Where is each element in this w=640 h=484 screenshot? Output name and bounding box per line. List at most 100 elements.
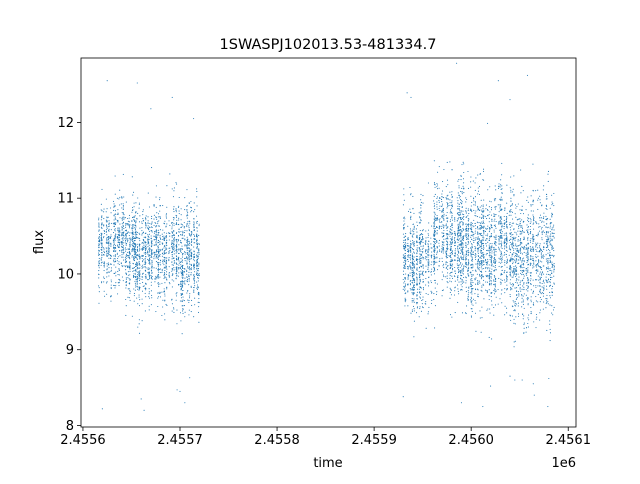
data-point <box>137 253 139 256</box>
data-point <box>178 267 180 269</box>
data-point <box>157 274 160 276</box>
data-point <box>470 271 472 273</box>
data-point <box>445 186 447 188</box>
data-point <box>139 258 141 260</box>
data-point <box>103 262 106 264</box>
data-point <box>196 188 198 190</box>
data-point <box>171 231 173 233</box>
data-point <box>105 242 107 244</box>
data-point <box>416 282 418 284</box>
data-point <box>196 259 198 261</box>
data-point <box>125 201 127 203</box>
data-point <box>491 227 493 229</box>
data-point <box>175 209 177 211</box>
data-point <box>495 236 497 238</box>
data-point <box>98 273 100 275</box>
data-point <box>122 239 124 241</box>
data-point <box>465 237 467 239</box>
data-point <box>450 219 452 221</box>
data-point <box>416 277 418 279</box>
data-point <box>504 281 506 283</box>
data-point <box>173 250 175 252</box>
chart-title: 1SWASPJ102013.53-481334.7 <box>220 37 437 53</box>
data-point <box>482 252 484 254</box>
data-point <box>465 225 467 227</box>
data-point <box>431 291 433 293</box>
data-point <box>413 289 415 292</box>
data-point <box>460 218 462 220</box>
data-point <box>127 238 129 240</box>
data-point <box>433 182 436 184</box>
data-point <box>118 274 120 276</box>
data-point <box>420 201 422 203</box>
data-point <box>500 228 502 230</box>
data-point <box>477 280 479 282</box>
data-point <box>135 266 137 268</box>
data-point <box>475 237 477 239</box>
data-point <box>159 250 161 252</box>
data-point <box>412 230 414 232</box>
data-point <box>485 267 487 269</box>
data-point <box>450 211 453 213</box>
data-point <box>442 252 444 254</box>
data-point <box>173 222 175 224</box>
data-point <box>433 298 435 301</box>
data-point <box>135 279 137 281</box>
data-point <box>136 282 138 284</box>
data-point <box>198 275 200 277</box>
data-point <box>435 253 438 255</box>
data-point <box>189 223 191 225</box>
data-point <box>139 286 141 289</box>
data-point <box>508 214 510 216</box>
data-point <box>416 231 418 233</box>
data-point <box>108 254 110 256</box>
data-point <box>412 223 414 225</box>
data-point <box>418 212 420 214</box>
data-point <box>430 270 432 273</box>
data-point <box>402 245 405 247</box>
data-point <box>103 252 106 254</box>
data-point <box>407 278 409 280</box>
data-point <box>166 278 168 280</box>
data-point <box>483 253 485 255</box>
data-point <box>133 206 135 208</box>
data-point <box>143 252 145 254</box>
data-point <box>430 237 432 239</box>
data-point <box>180 208 182 210</box>
data-point <box>141 267 143 269</box>
data-point <box>115 250 117 252</box>
data-point <box>175 211 177 213</box>
data-point <box>461 164 463 166</box>
data-point <box>509 247 511 249</box>
data-point <box>482 217 485 220</box>
data-point <box>467 274 469 276</box>
data-point <box>184 257 186 260</box>
data-point <box>463 281 465 283</box>
data-point <box>100 259 102 261</box>
data-point <box>465 210 467 212</box>
data-point <box>178 244 180 246</box>
data-point <box>160 238 162 240</box>
data-point <box>156 249 158 251</box>
data-point <box>489 258 491 260</box>
data-point <box>169 235 171 237</box>
data-point <box>418 266 421 268</box>
data-point <box>128 297 130 299</box>
data-point <box>151 272 153 274</box>
data-point <box>114 230 116 232</box>
data-point <box>129 258 131 260</box>
data-point <box>482 248 485 251</box>
data-point <box>108 264 110 266</box>
data-point <box>118 237 120 239</box>
data-point <box>157 296 160 298</box>
data-point <box>108 275 110 277</box>
data-point <box>113 239 115 242</box>
data-point <box>198 252 200 254</box>
data-point <box>188 202 190 204</box>
data-point <box>491 257 493 259</box>
data-point <box>102 247 105 249</box>
data-point <box>151 278 153 280</box>
data-point <box>489 281 491 283</box>
data-point <box>108 249 110 251</box>
